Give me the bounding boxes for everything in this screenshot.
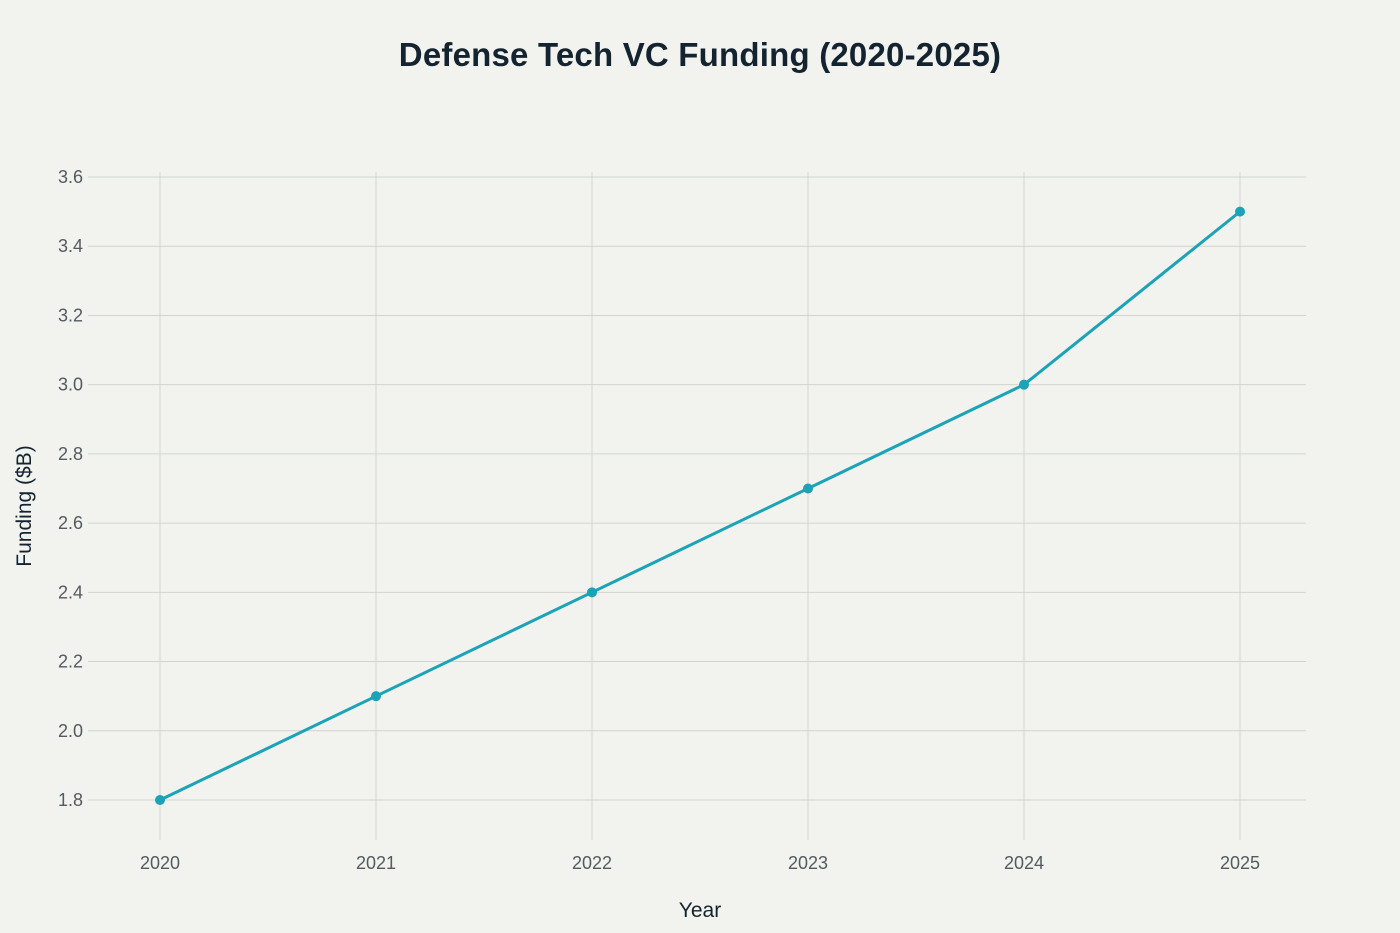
x-axis-ticks: 2020 2021 2022 2023 2024 2025 — [140, 853, 1260, 873]
y-axis-title: Funding ($B) — [13, 445, 36, 566]
chart-title: Defense Tech VC Funding (2020-2025) — [398, 36, 1002, 73]
data-point[interactable] — [155, 795, 165, 805]
y-tick-label: 3.0 — [58, 375, 83, 395]
series-line — [158, 210, 1242, 802]
y-tick-label: 2.8 — [58, 444, 83, 464]
y-axis-ticks: 1.8 2.0 2.2 2.4 2.6 2.8 3.0 3.2 3.4 3.6 — [58, 167, 83, 810]
grid — [88, 172, 1306, 840]
x-tick-label: 2020 — [140, 853, 180, 873]
y-tick-label: 2.2 — [58, 652, 83, 672]
data-point[interactable] — [803, 483, 813, 494]
y-tick-label: 2.6 — [58, 513, 83, 533]
x-tick-label: 2021 — [356, 853, 396, 873]
y-tick-label: 3.6 — [58, 167, 83, 187]
x-tick-label: 2022 — [572, 853, 612, 873]
data-point[interactable] — [587, 587, 597, 598]
y-tick-label: 1.8 — [58, 790, 83, 810]
data-point[interactable] — [1019, 379, 1029, 390]
x-tick-label: 2023 — [788, 853, 828, 873]
y-tick-label: 3.2 — [58, 305, 83, 325]
series — [155, 206, 1245, 805]
data-point[interactable] — [1235, 206, 1245, 217]
y-tick-label: 2.4 — [58, 582, 83, 602]
x-axis-title: Year — [679, 899, 721, 922]
x-tick-label: 2025 — [1220, 853, 1260, 873]
y-tick-label: 2.0 — [58, 721, 83, 741]
data-point[interactable] — [371, 691, 381, 702]
x-tick-label: 2024 — [1004, 853, 1044, 873]
y-tick-label: 3.4 — [58, 236, 83, 256]
